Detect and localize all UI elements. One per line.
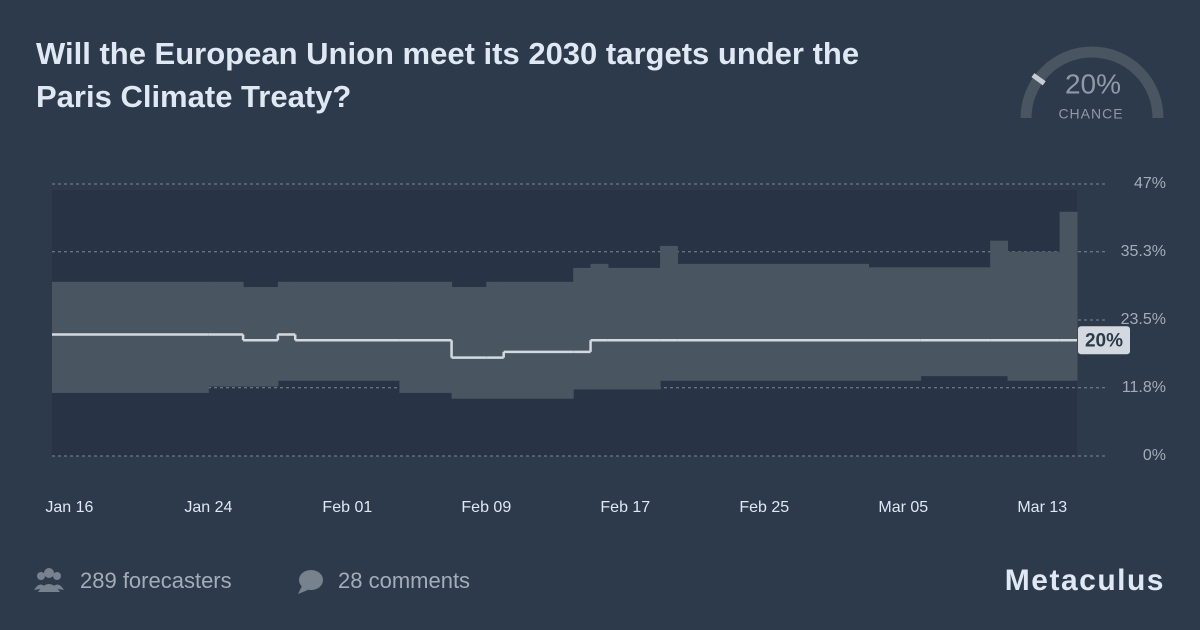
x-tick-label: Mar 13 [1017,499,1067,516]
forecasters: 289 forecasters [80,568,232,593]
comments-icon [298,570,323,594]
brand: Metaculus [1005,564,1165,597]
x-tick-label: Feb 25 [739,499,789,516]
gauge-track [1020,46,1164,119]
end-label: 20% [1085,330,1123,351]
band [1059,211,1078,381]
band [607,267,661,390]
y-tick-label: 47% [1134,175,1166,192]
band [295,281,400,381]
band [920,267,991,377]
gauge: 20% CHANCE [1020,46,1164,122]
band [277,281,296,381]
band [677,263,870,381]
band [573,267,592,390]
x-tick-label: Jan 16 [45,499,93,516]
y-tick-label: 35.3% [1121,243,1166,260]
band [503,281,574,399]
x-tick-label: Jan 24 [184,499,232,516]
y-tick-label: 23.5% [1121,311,1166,328]
band [590,263,609,390]
band [399,281,453,393]
y-tick-label: 0% [1143,447,1166,464]
gauge-marker [1031,73,1046,86]
band [52,281,209,393]
band [243,287,279,387]
x-tick-label: Mar 05 [878,499,928,516]
x-tick-label: Feb 01 [322,499,372,516]
band [660,245,678,381]
x-tick-label: Feb 17 [600,499,650,516]
band [990,240,1009,377]
band [486,281,505,399]
end-label-box [1078,326,1130,355]
y-tick-label: 11.8% [1122,379,1166,396]
band [451,287,487,399]
gauge-caption: CHANCE [1058,106,1123,122]
gauge-value: 20% [1065,68,1121,99]
comments: 28 comments [338,568,470,593]
forecasters-icon [34,568,64,592]
x-tick-label: Feb 09 [461,499,511,516]
band [1007,251,1061,381]
title-line-1: Will the European Union meet its 2030 ta… [36,36,859,114]
band [868,267,922,381]
